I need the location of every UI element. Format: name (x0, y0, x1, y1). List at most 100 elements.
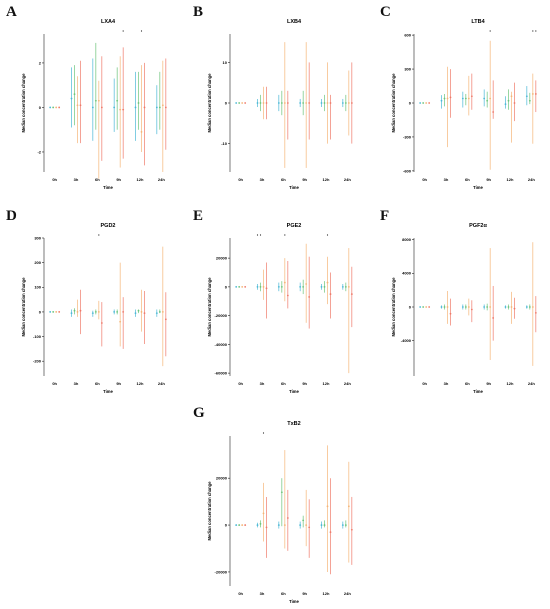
median-point (347, 285, 350, 288)
median-point (326, 505, 329, 508)
median-point (329, 293, 332, 295)
x-tick-label: 24h (528, 381, 535, 386)
significance-marker (140, 30, 143, 32)
significance-marker (98, 234, 100, 236)
y-axis-label: Median concentration change (207, 73, 212, 133)
median-point (440, 306, 443, 308)
median-point (492, 317, 495, 319)
median-point (244, 285, 247, 288)
median-point (504, 306, 507, 308)
significance-marker (535, 30, 537, 32)
median-point (489, 306, 492, 308)
median-point (513, 102, 516, 104)
median-point (531, 306, 534, 308)
median-point (320, 102, 323, 104)
median-point (235, 102, 238, 104)
x-axis-label: Time (289, 599, 299, 604)
median-point (504, 103, 507, 106)
x-tick-label: 0h (52, 381, 57, 386)
x-tick-label: 9h (486, 381, 491, 386)
y-tick-label: 0 (409, 100, 412, 105)
median-point (299, 524, 302, 526)
median-point (97, 311, 100, 313)
x-tick-label: 24h (344, 381, 351, 386)
y-tick-label: 20000 (216, 256, 228, 261)
median-point (262, 512, 265, 515)
median-point (283, 281, 286, 284)
x-tick-label: 0h (238, 381, 243, 386)
median-point (341, 102, 344, 104)
x-tick-label: 6h (95, 177, 100, 182)
median-point (97, 99, 100, 102)
median-point (52, 106, 55, 109)
median-point (323, 524, 326, 526)
x-tick-label: 3h (74, 177, 79, 182)
significance-marker (259, 234, 262, 236)
x-tick-label: 9h (302, 381, 307, 386)
median-point (425, 306, 428, 308)
median-point (507, 306, 510, 308)
median-point (161, 104, 164, 107)
chart-title: LXA4 (101, 19, 116, 25)
median-point (464, 97, 467, 100)
x-axis-label: Time (473, 389, 483, 394)
y-axis-label: Median concentration change (391, 277, 396, 337)
median-point (510, 95, 513, 98)
median-point (262, 102, 265, 104)
chart-title: PGE2 (287, 223, 302, 229)
median-point (259, 102, 262, 104)
significance-marker (532, 30, 534, 32)
chart-pge2: PGE2 -60000 -40000 -20000 0 20000 Median conce… (207, 223, 353, 394)
y-tick-label: 2 (39, 60, 42, 65)
y-tick-label: -20000 (215, 313, 228, 318)
y-tick-label: 200 (34, 260, 41, 265)
median-point (528, 306, 531, 308)
x-tick-label: 9h (116, 177, 121, 182)
x-tick-label: 12h (323, 381, 330, 386)
median-point (259, 285, 262, 288)
y-tick-label: 0 (225, 284, 228, 289)
median-point (58, 311, 61, 313)
median-point (164, 318, 167, 321)
median-point (286, 517, 289, 519)
median-point (507, 99, 510, 102)
median-point (534, 93, 537, 95)
median-point (525, 95, 528, 98)
median-point (470, 308, 473, 311)
x-tick-label: 12h (137, 381, 144, 386)
panel-letter-g: G (193, 405, 205, 421)
y-tick-label: 600 (404, 33, 411, 38)
y-axis-label: Median concentration change (391, 73, 396, 133)
median-point (265, 102, 268, 104)
median-point (486, 306, 489, 308)
median-point (320, 285, 323, 288)
x-axis-label: Time (103, 185, 113, 190)
median-point (323, 285, 326, 288)
median-point (329, 102, 332, 104)
median-point (483, 97, 486, 100)
chart-title: PGD2 (101, 223, 116, 229)
median-point (140, 131, 143, 133)
median-point (235, 285, 238, 288)
y-tick-label: -200 (33, 359, 42, 364)
median-point (461, 97, 464, 100)
median-point (241, 102, 244, 104)
median-point (305, 524, 308, 526)
median-point (137, 309, 140, 312)
median-point (241, 285, 244, 288)
median-point (155, 312, 158, 315)
median-point (308, 102, 311, 104)
x-tick-label: 12h (137, 177, 144, 182)
median-point (122, 108, 125, 111)
median-point (428, 306, 431, 308)
x-tick-label: 0h (422, 381, 427, 386)
median-point (49, 311, 52, 313)
x-tick-label: 6h (281, 177, 286, 182)
median-point (73, 309, 76, 312)
y-tick-label: 300 (34, 235, 41, 240)
median-point (428, 102, 431, 104)
median-point (244, 524, 247, 526)
median-point (79, 309, 82, 312)
y-tick-label: 0 (225, 100, 228, 105)
median-point (76, 311, 79, 313)
